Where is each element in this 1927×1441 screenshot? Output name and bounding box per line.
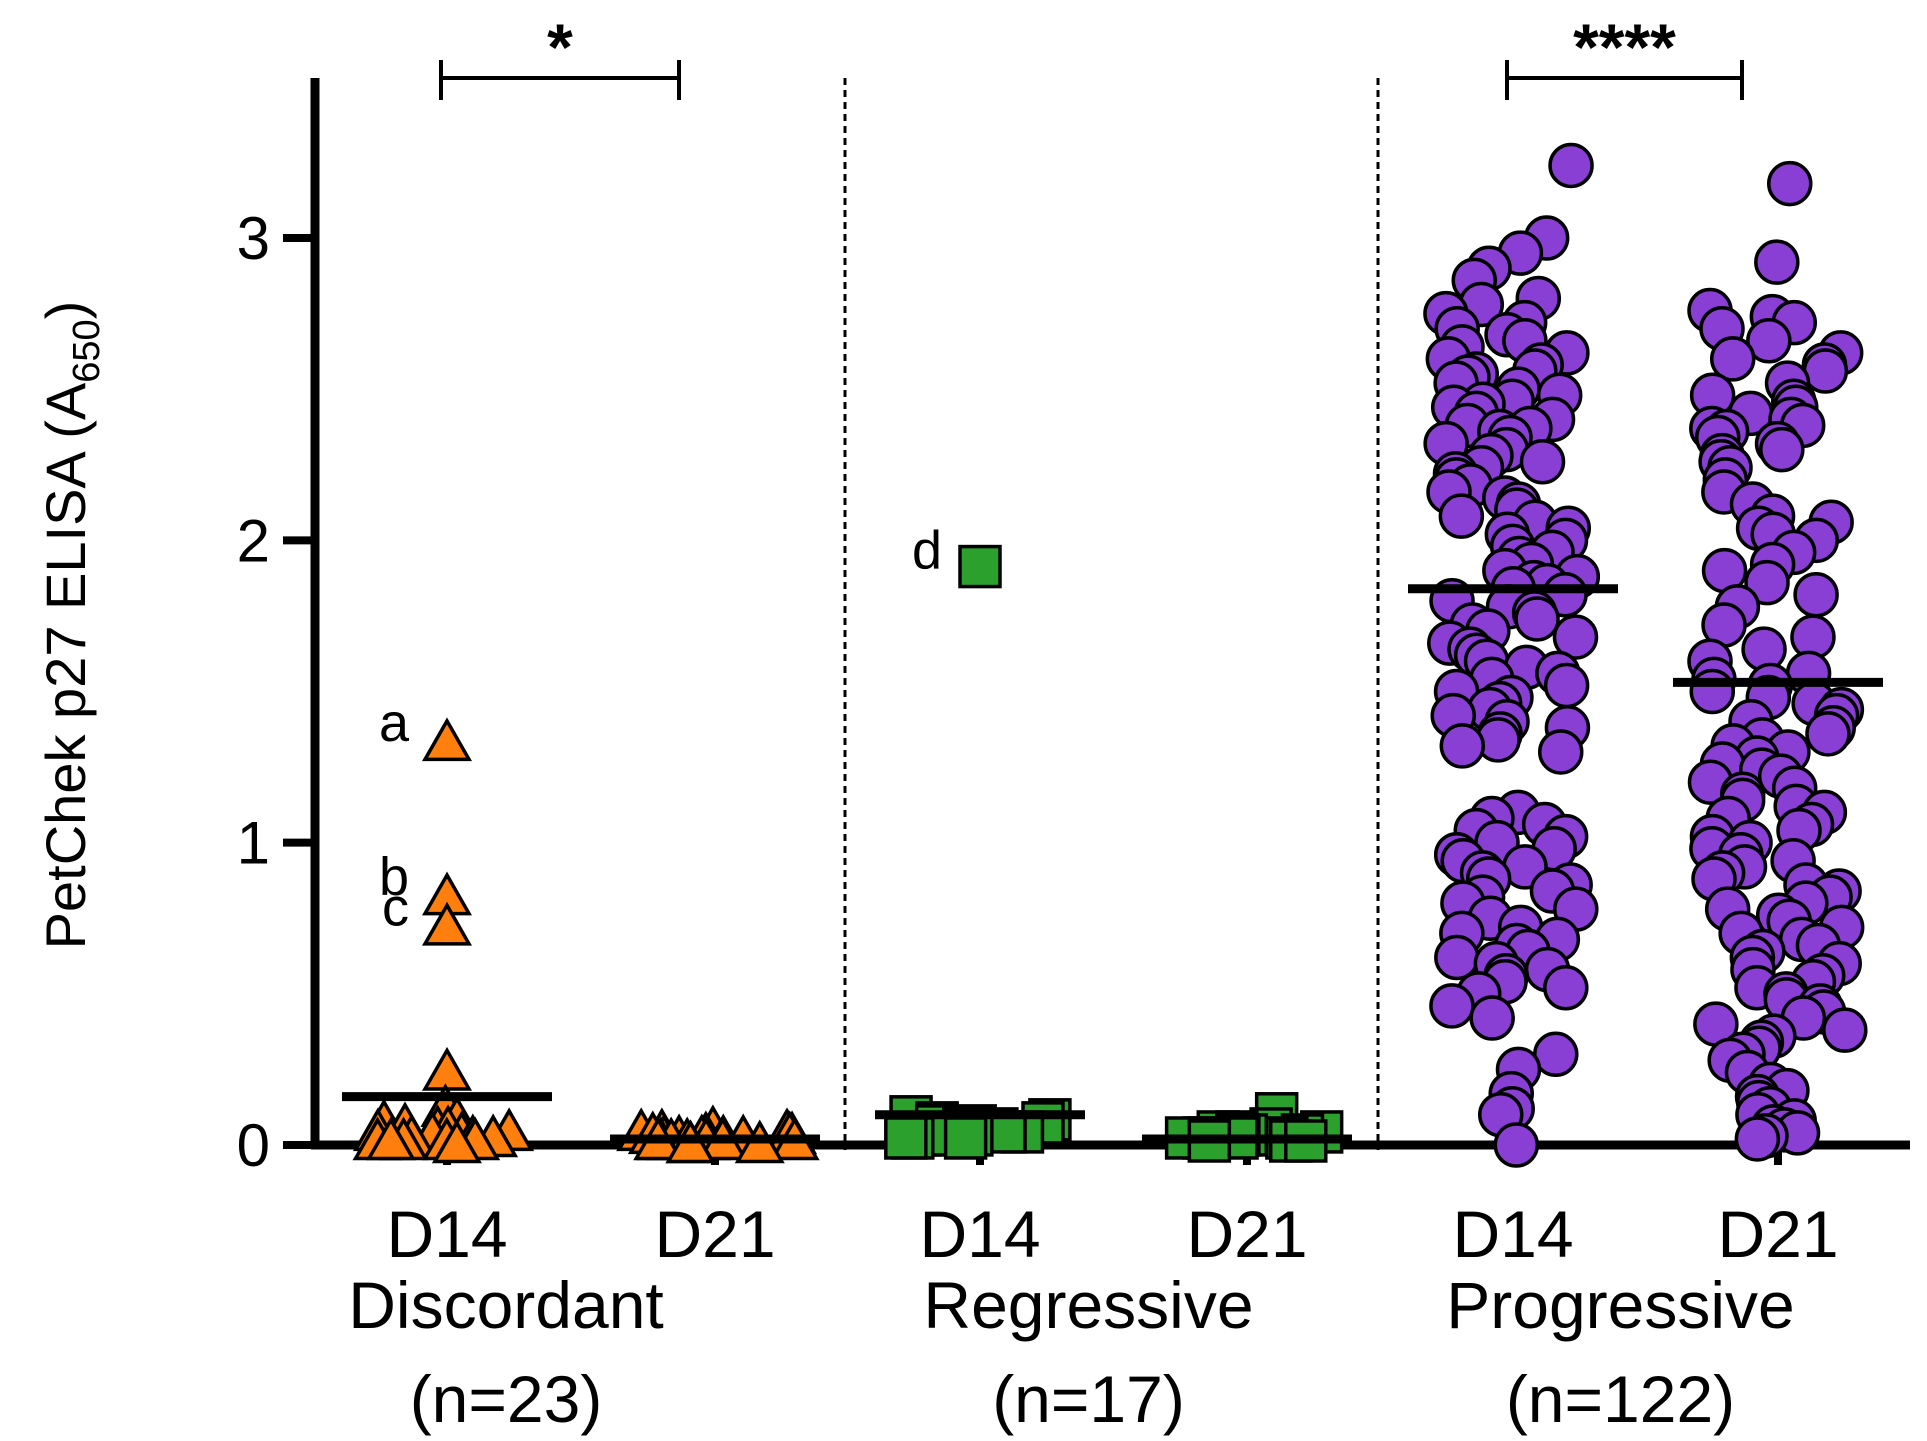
data-point-circle xyxy=(1805,711,1851,757)
data-point-circle xyxy=(1802,348,1849,394)
y-tick-label: 1 xyxy=(237,810,270,877)
data-point-circle xyxy=(1493,1122,1540,1168)
data-point-square xyxy=(884,1116,928,1160)
x-tick-label: D14 xyxy=(1452,1197,1573,1271)
data-point-circle xyxy=(1793,572,1839,618)
y-axis-title: PetChek p27 ELISA (A650) xyxy=(34,301,108,950)
data-point-triangle xyxy=(421,717,473,762)
group-count: (n=23) xyxy=(410,1362,603,1436)
data-point-circle xyxy=(1754,239,1800,285)
group-label: Discordant xyxy=(348,1268,663,1342)
y-tick-label: 2 xyxy=(237,507,270,574)
y-axis-title-close: ) xyxy=(34,301,97,320)
data-point-square xyxy=(943,1116,988,1160)
data-point-triangle xyxy=(365,1116,416,1161)
data-point-circle xyxy=(1469,995,1515,1041)
x-tick-label: D21 xyxy=(1717,1197,1838,1271)
data-point-circle xyxy=(1759,426,1805,473)
point-annotation: a xyxy=(379,693,410,753)
data-point-triangle xyxy=(421,1046,473,1091)
data-point-circle xyxy=(1543,965,1589,1011)
significance-brackets: * **** xyxy=(439,10,1744,100)
group-label: Progressive xyxy=(1446,1268,1794,1342)
group-count: (n=17) xyxy=(992,1362,1185,1436)
data-point-circle xyxy=(1438,493,1485,539)
x-tick-label: D14 xyxy=(919,1197,1040,1271)
data-point-circle xyxy=(1439,723,1486,769)
sig-label: **** xyxy=(1573,10,1676,84)
data-point-circle xyxy=(1734,1116,1781,1162)
group-separators xyxy=(843,78,1380,1150)
point-annotation: c xyxy=(382,877,409,937)
data-point-triangle xyxy=(431,1119,482,1164)
axes: 0 1 2 3 xyxy=(237,78,1910,1179)
point-annotation: d xyxy=(912,521,942,581)
data-point-square xyxy=(958,544,1002,589)
y-axis-title-text: PetChek p27 ELISA (A xyxy=(34,382,97,949)
data-point-circle xyxy=(1822,1007,1868,1053)
point-annotation: b xyxy=(379,847,409,907)
x-tick-label: D14 xyxy=(386,1197,507,1271)
y-tick-label: 0 xyxy=(237,1112,270,1179)
sig-label: * xyxy=(547,10,573,84)
data-point-circle xyxy=(1767,160,1813,207)
data-point-triangle xyxy=(421,901,473,946)
point-annotations: a bc d xyxy=(379,521,942,938)
data-point-circle xyxy=(1689,668,1736,715)
data-points xyxy=(352,142,1868,1168)
group-label: Regressive xyxy=(923,1268,1253,1342)
mean-lines xyxy=(342,584,1883,1144)
data-point-circle xyxy=(1552,614,1599,660)
data-point-circle xyxy=(1543,662,1590,709)
group-count: (n=122) xyxy=(1506,1362,1735,1436)
y-tick-label: 3 xyxy=(237,205,270,272)
data-point-circle xyxy=(1514,596,1560,642)
data-point-circle xyxy=(1746,318,1792,364)
data-point-circle xyxy=(1429,983,1475,1029)
y-axis-title-subscript: 650 xyxy=(66,319,108,382)
data-point-circle xyxy=(1519,438,1566,485)
x-tick-label: D21 xyxy=(654,1197,775,1271)
data-point-circle xyxy=(1744,559,1790,606)
data-point-circle xyxy=(1537,729,1584,775)
data-point-circle xyxy=(1709,336,1756,382)
data-point-circle xyxy=(1548,142,1594,189)
x-tick-label: D21 xyxy=(1186,1197,1307,1271)
